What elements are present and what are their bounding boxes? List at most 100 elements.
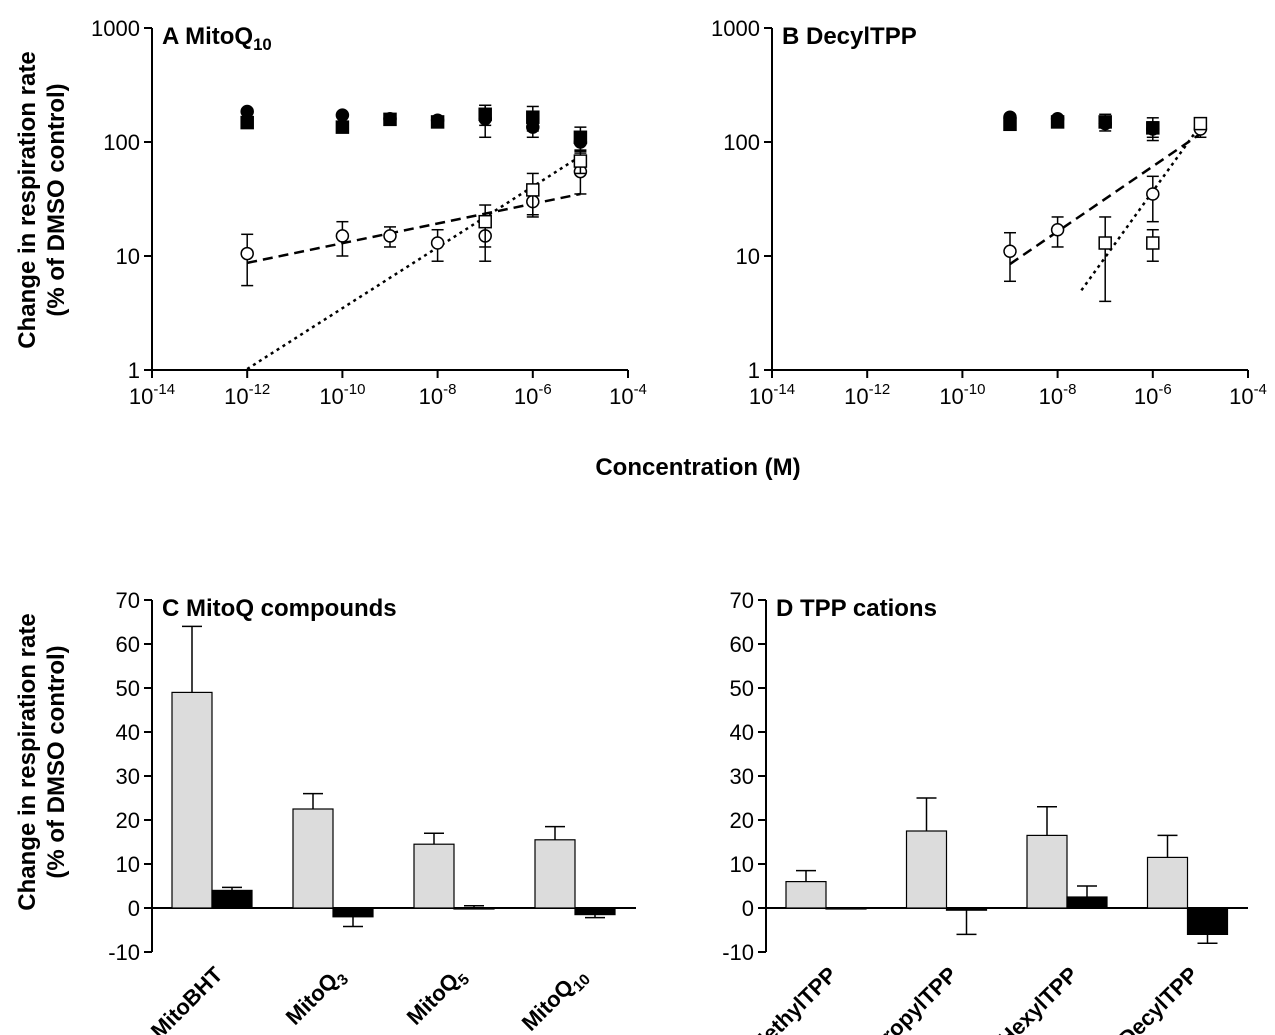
panel-d-y-tick-label: 10: [730, 852, 754, 877]
panel-b-y-tick-label: 1000: [711, 16, 760, 41]
panel-a-point-open-circle: [335, 229, 350, 243]
panel-d-bar-black: [825, 907, 867, 910]
panel-c-y-tick-label: 70: [116, 588, 140, 613]
panel-b-point-filled-square: [1146, 121, 1160, 135]
panel-c-y-tick-label: 40: [116, 720, 140, 745]
panel-b-point-open-square: [1146, 236, 1160, 250]
panel-c-y-tick-label: 60: [116, 632, 140, 657]
panel-c-bar-black: [332, 907, 374, 918]
panel-d-bar-grey: [1146, 856, 1189, 909]
panel-a-x-tick-label: 10-6: [514, 381, 552, 409]
panel-c-y-tick-label: -10: [108, 940, 140, 965]
panel-a-point-open-circle: [430, 236, 445, 250]
panel-b-x-tick-label: 10-12: [844, 381, 890, 409]
y-axis-title-top-line1: Change in respiration rate: [14, 51, 41, 348]
panel-c-bar-black: [453, 907, 495, 910]
panel-d-y-tick-label: -10: [722, 940, 754, 965]
panel-a-point-filled-circle: [240, 104, 254, 119]
panel-a-y-tick-label: 10: [116, 244, 140, 269]
panel-c-bar-grey: [292, 808, 334, 909]
panel-a-point-open-circle: [240, 246, 254, 261]
panel-a-point-open-circle: [383, 229, 397, 243]
panel-d-tpp-cations: -10 0 10 20 30 40 50 60 70 D TPP cations MethylTPP…: [722, 588, 1248, 1035]
panel-d-y-tick-label: 50: [730, 676, 754, 701]
panel-d-bar-grey: [905, 830, 948, 909]
panel-a-point-filled-square: [240, 115, 254, 130]
panel-a-fit-line-open-square: [246, 155, 582, 371]
panel-b-y-tick-label: 10: [736, 244, 760, 269]
panel-b-y-tick-label: 100: [723, 130, 760, 155]
panel-b-point-open-square: [1193, 116, 1208, 131]
panel-d-bar-grey: [1026, 834, 1068, 909]
panel-c-y-tick-label: 30: [116, 764, 140, 789]
panel-c-bar-grey: [171, 691, 213, 909]
panel-b-point-filled-square: [1003, 117, 1017, 132]
panel-b-point-filled-square: [1098, 115, 1112, 129]
panel-a-x-tick-label: 10-4: [609, 381, 647, 409]
panel-a-y-tick-label: 1000: [91, 16, 140, 41]
panel-a-x-tick-label: 10-10: [319, 381, 365, 409]
panel-b-point-open-circle: [1050, 222, 1065, 237]
panel-c-bar-black: [574, 907, 616, 916]
panel-c-mitoq-compounds: -10 0 10 20 30 40 50 60 70 C MitoQ compounds MitoB…: [108, 588, 636, 1035]
panel-a-fit-line-open-circle: [246, 192, 581, 265]
panel-b-fit-line-open-circle: [1009, 132, 1202, 266]
panel-b-point-filled-square: [1050, 115, 1065, 129]
panel-a-point-filled-square: [335, 120, 350, 134]
panel-a-point-filled-square: [573, 130, 588, 145]
panel-d-category-label: HexylTPP: [993, 962, 1082, 1035]
panel-a-point-filled-circle: [335, 108, 350, 122]
panel-d-y-tick-label: 0: [742, 896, 754, 921]
panel-c-category-label: MitoBHT: [146, 961, 228, 1035]
panel-b-point-open-circle: [1003, 244, 1017, 259]
panel-a-y-tick-label: 100: [103, 130, 140, 155]
panel-d-category-label: MethylTPP: [744, 962, 841, 1035]
panel-b-x-tick-label: 10-4: [1229, 381, 1267, 409]
panel-b-y-tick-label: 1: [748, 358, 760, 383]
panel-c-y-tick-label: 20: [116, 808, 140, 833]
panel-c-title: C MitoQ compounds: [162, 595, 397, 622]
y-axis-title-bottom-line2: (% of DMSO control): [43, 645, 70, 878]
panel-a-point-filled-square: [526, 110, 540, 124]
panel-a-point-filled-square: [383, 112, 397, 127]
panel-c-y-tick-label: 10: [116, 852, 140, 877]
panel-d-category-label: DecylTPP: [1114, 962, 1203, 1035]
panel-c-bar-black: [211, 889, 253, 909]
x-axis-title-concentration: Concentration (M): [595, 454, 800, 481]
panel-c-category-label: MitoQ10: [517, 962, 594, 1035]
y-axis-title-bottom-line1: Change in respiration rate: [14, 613, 41, 910]
panel-a-y-tick-label: 1: [128, 358, 140, 383]
panel-b-x-tick-label: 10-6: [1134, 381, 1172, 409]
panel-b-point-open-square: [1098, 236, 1112, 250]
panel-c-bar-grey: [413, 843, 455, 909]
panel-b-x-tick-label: 10-14: [749, 381, 795, 409]
panel-d-y-tick-label: 40: [730, 720, 754, 745]
panel-b-x-tick-label: 10-8: [1039, 381, 1077, 409]
panel-a-x-tick-label: 10-8: [419, 381, 457, 409]
panel-a-point-open-square: [478, 214, 492, 229]
panel-d-y-tick-label: 30: [730, 764, 754, 789]
panel-d-title: D TPP cations: [776, 595, 937, 622]
panel-d-bar-black: [1066, 896, 1108, 909]
panel-d-y-tick-label: 20: [730, 808, 754, 833]
panel-b-fit-line-open-square: [1080, 124, 1202, 292]
panel-c-category-label: MitoQ5: [402, 962, 474, 1034]
panel-a-x-tick-label: 10-14: [129, 381, 175, 409]
panel-d-bar-black: [945, 907, 988, 911]
panel-d-bar-black: [1186, 907, 1229, 935]
panel-b-title: B DecylTPP: [782, 23, 917, 50]
panel-a-x-tick-label: 10-12: [224, 381, 270, 409]
y-axis-title-top-line2: (% of DMSO control): [43, 83, 70, 316]
panel-b-x-tick-label: 10-10: [939, 381, 985, 409]
panel-c-category-label: MitoQ3: [281, 962, 352, 1033]
panel-d-y-tick-label: 70: [730, 588, 754, 613]
panel-c-bar-grey: [534, 839, 576, 909]
panel-d-y-tick-label: 60: [730, 632, 754, 657]
panel-d-bar-grey: [785, 880, 827, 909]
panel-a-point-filled-square: [478, 107, 492, 122]
panel-a-point-open-square: [573, 154, 588, 168]
panel-a-point-open-square: [526, 183, 540, 197]
panel-d-category-label: PropylTPP: [866, 962, 962, 1035]
panel-a-point-filled-square: [430, 115, 445, 129]
